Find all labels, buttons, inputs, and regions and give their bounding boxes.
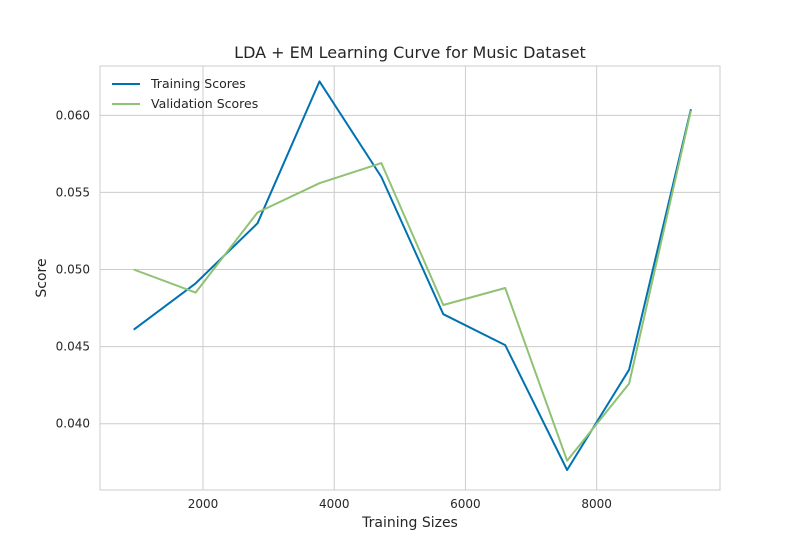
y-tick-label: 0.040 — [56, 417, 90, 431]
x-axis-ticks: 2000 4000 6000 8000 — [188, 497, 612, 511]
y-axis-label: Score — [34, 258, 50, 297]
y-tick-label: 0.055 — [56, 185, 90, 199]
y-axis-ticks: 0.040 0.045 0.050 0.055 0.060 — [56, 108, 90, 430]
plot-area — [99, 65, 721, 491]
y-tick-label: 0.060 — [56, 108, 90, 122]
legend: Training Scores Validation Scores — [112, 76, 258, 111]
x-tick-label: 2000 — [188, 497, 219, 511]
x-axis-label: Training Sizes — [361, 515, 458, 531]
y-tick-label: 0.050 — [56, 263, 90, 277]
series-line-validation-scores — [133, 110, 692, 462]
x-tick-label: 8000 — [581, 497, 612, 511]
legend-label-validation-scores: Validation Scores — [151, 96, 258, 111]
legend-label-training-scores: Training Scores — [150, 76, 246, 91]
y-tick-label: 0.045 — [56, 340, 90, 354]
chart-title: LDA + EM Learning Curve for Music Datase… — [234, 43, 586, 62]
series-layer — [133, 80, 692, 471]
grid — [100, 66, 720, 490]
plot-frame — [99, 65, 721, 491]
x-tick-label: 6000 — [450, 497, 481, 511]
x-tick-label: 4000 — [319, 497, 350, 511]
